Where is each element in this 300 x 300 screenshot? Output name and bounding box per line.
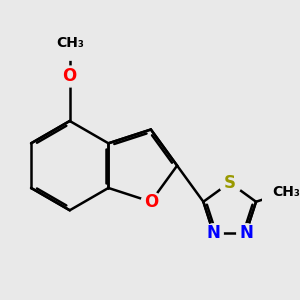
Text: O: O [144,193,158,211]
Text: CH₃: CH₃ [272,185,300,199]
Text: CH₃: CH₃ [56,36,84,50]
Text: N: N [239,224,253,242]
Text: O: O [63,67,77,85]
Text: N: N [206,224,220,242]
Text: S: S [224,174,236,192]
